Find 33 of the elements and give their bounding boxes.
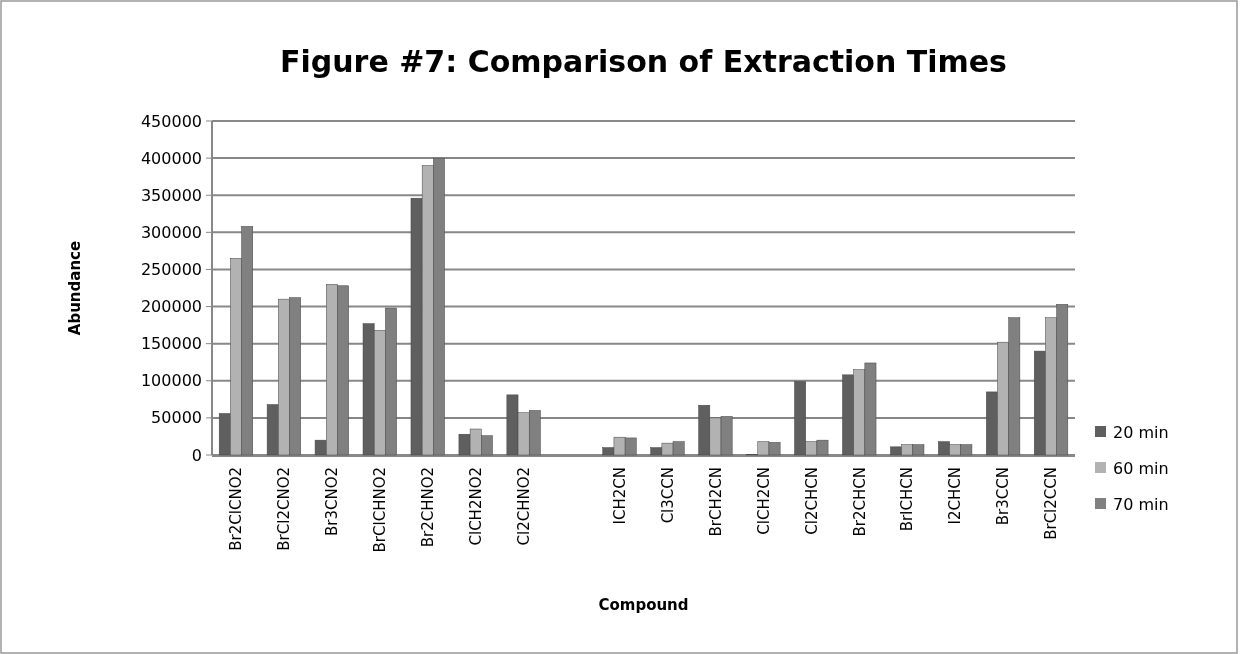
- x-tick-label: BrCl2CNO2: [275, 467, 294, 551]
- x-tick-label: ICH2CN: [610, 467, 629, 525]
- x-tick-label: BrCH2CN: [706, 467, 725, 537]
- y-tick-label: 350000: [140, 185, 202, 205]
- x-tick-label: Cl3CCN: [658, 467, 677, 524]
- x-tick-label: Br2CHNO2: [419, 467, 437, 548]
- x-tick-label: Cl2CHNO2: [514, 467, 533, 546]
- y-tick-label: 100000: [140, 371, 202, 391]
- y-axis-title: Abundance: [66, 240, 84, 336]
- y-tick-label: 450000: [140, 111, 202, 131]
- y-tick-label: 0: [191, 445, 202, 465]
- x-tick-label: Br2ClCNO2: [227, 467, 246, 551]
- x-tick-label: Br3CNO2: [323, 467, 342, 537]
- x-tick-label: Cl2CHCN: [802, 467, 821, 535]
- y-tick-label: 300000: [140, 222, 202, 242]
- y-tick-label: 50000: [151, 408, 202, 428]
- y-tick-label: 400000: [140, 148, 202, 168]
- x-tick-label: BrICHCN: [898, 467, 917, 532]
- legend-label: 70 min: [1113, 494, 1169, 514]
- x-axis-title: Compound: [598, 596, 689, 614]
- y-tick-label: 150000: [140, 334, 202, 354]
- y-tick-label: 200000: [140, 297, 202, 317]
- x-tick-label: I2CHCN: [946, 467, 965, 525]
- x-tick-label: Br3CCN: [994, 467, 1013, 526]
- legend-label: 60 min: [1113, 458, 1169, 478]
- x-tick-label: ClCH2NO2: [466, 467, 485, 546]
- legend-label: 20 min: [1113, 422, 1169, 442]
- x-tick-label: BrClCHNO2: [371, 467, 390, 553]
- chart-title: Figure #7: Comparison of Extraction Times: [280, 44, 1007, 79]
- x-tick-label: BrCl2CCN: [1042, 467, 1061, 540]
- y-tick-label: 250000: [140, 260, 202, 280]
- x-tick-label: ClCH2CN: [754, 467, 773, 535]
- x-tick-label: Br2CHCN: [850, 467, 869, 537]
